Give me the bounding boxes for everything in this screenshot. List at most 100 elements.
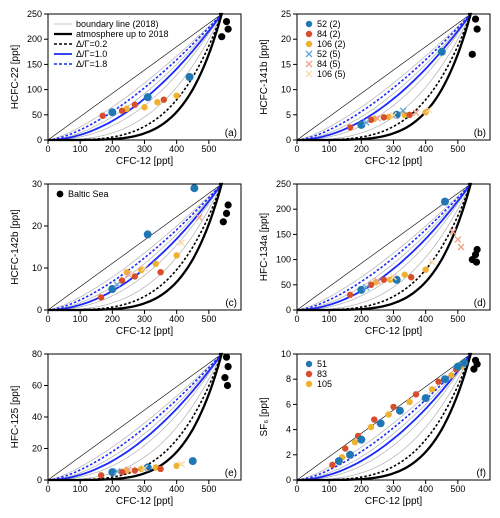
y-tick-label: 200 <box>27 34 42 44</box>
data-point <box>144 93 152 101</box>
data-point <box>422 394 430 402</box>
y-tick-label: 0 <box>37 475 42 485</box>
x-tick-label: 0 <box>294 314 299 324</box>
panel-b: 01002003004005000510152025CFC-12 [ppt]HC… <box>259 9 490 167</box>
data-point <box>441 198 449 206</box>
data-point <box>448 372 454 378</box>
x-axis-label: CFC-12 [ppt] <box>365 156 422 167</box>
data-point <box>225 201 232 208</box>
data-point <box>225 363 232 370</box>
y-tick-label: 0 <box>286 305 291 315</box>
data-point <box>221 374 228 381</box>
x-tick-label: 0 <box>45 484 50 494</box>
data-point <box>441 375 449 383</box>
x-axis-label: CFC-12 [ppt] <box>365 326 422 337</box>
x-tick-label: 300 <box>137 314 152 324</box>
x-tick-label: 200 <box>354 484 369 494</box>
data-point <box>342 445 348 451</box>
y-tick-label: 0 <box>37 305 42 315</box>
panel-c: 01002003004005000102030CFC-12 [ppt]HCFC-… <box>10 179 241 337</box>
legend-label: 84 (5) <box>317 59 341 69</box>
data-point <box>186 73 194 81</box>
data-point <box>119 108 125 114</box>
data-point <box>335 457 343 465</box>
x-tick-label: 100 <box>73 144 88 154</box>
y-tick-label: 0 <box>286 135 291 145</box>
data-point <box>154 99 160 105</box>
y-tick-label: 150 <box>27 59 42 69</box>
x-tick-label: 400 <box>418 484 433 494</box>
x-tick-label: 200 <box>105 484 120 494</box>
data-point <box>153 261 159 267</box>
panel-a: 0100200300400500050100150200250CFC-12 [p… <box>10 9 241 167</box>
data-point <box>346 451 354 459</box>
data-point-x <box>429 259 435 265</box>
x-tick-label: 100 <box>322 314 337 324</box>
data-point <box>381 114 387 120</box>
y-tick-label: 250 <box>276 179 291 189</box>
data-point <box>469 51 476 58</box>
data-point <box>460 359 468 367</box>
legend-label: Δ/Γ=0.2 <box>76 39 107 49</box>
data-point <box>474 26 481 33</box>
data-point <box>189 457 197 465</box>
data-point <box>173 463 179 469</box>
data-point <box>435 379 441 385</box>
data-point <box>224 382 231 389</box>
data-point <box>132 467 138 473</box>
data-point <box>225 26 232 33</box>
y-tick-label: 150 <box>276 229 291 239</box>
x-axis-label: CFC-12 [ppt] <box>116 326 173 337</box>
x-tick-label: 400 <box>169 484 184 494</box>
panel-letter: (d) <box>474 298 486 309</box>
data-point <box>223 354 230 361</box>
y-tick-label: 8 <box>286 374 291 384</box>
data-point <box>223 18 230 25</box>
data-point <box>98 294 104 300</box>
data-point <box>347 292 353 298</box>
data-point <box>141 104 147 110</box>
panel-letter: (c) <box>225 298 237 309</box>
x-tick-label: 100 <box>322 484 337 494</box>
data-point <box>438 48 446 56</box>
data-point <box>371 416 377 422</box>
x-tick-label: 0 <box>45 314 50 324</box>
data-point <box>218 33 225 40</box>
y-tick-label: 20 <box>32 221 42 231</box>
data-point <box>99 113 105 119</box>
data-point <box>429 386 435 392</box>
chart-grid: 0100200300400500050100150200250CFC-12 [p… <box>0 0 500 518</box>
x-tick-label: 0 <box>294 484 299 494</box>
panel-letter: (a) <box>225 128 237 139</box>
data-point-x <box>455 236 461 242</box>
legend-label: Baltic Sea <box>68 189 109 199</box>
legend-label: Δ/Γ=1.8 <box>76 59 107 69</box>
data-point <box>190 184 198 192</box>
x-tick-label: 400 <box>418 144 433 154</box>
data-point <box>157 269 163 275</box>
y-tick-label: 100 <box>276 255 291 265</box>
x-tick-label: 500 <box>450 314 465 324</box>
x-tick-label: 100 <box>73 484 88 494</box>
data-point <box>473 259 480 266</box>
legend-label: atmosphere up to 2018 <box>76 29 169 39</box>
data-point <box>132 102 138 108</box>
x-tick-label: 300 <box>137 484 152 494</box>
y-tick-label: 4 <box>286 425 291 435</box>
x-tick-label: 300 <box>386 144 401 154</box>
y-tick-label: 100 <box>27 85 42 95</box>
chart-svg: 0100200300400500050100150200250CFC-12 [p… <box>0 0 500 518</box>
x-tick-label: 500 <box>201 484 216 494</box>
legend-label: 105 <box>317 379 332 389</box>
data-point <box>352 439 358 445</box>
x-tick-label: 300 <box>386 484 401 494</box>
data-point <box>406 399 412 405</box>
data-point <box>357 436 365 444</box>
y-tick-label: 15 <box>281 59 291 69</box>
x-tick-label: 200 <box>105 144 120 154</box>
legend-label: 106 (5) <box>317 69 346 79</box>
data-point-x <box>196 215 202 221</box>
y-axis-label: HCFC-142b [ppt] <box>10 209 21 285</box>
x-tick-label: 200 <box>354 144 369 154</box>
data-point <box>98 472 104 478</box>
